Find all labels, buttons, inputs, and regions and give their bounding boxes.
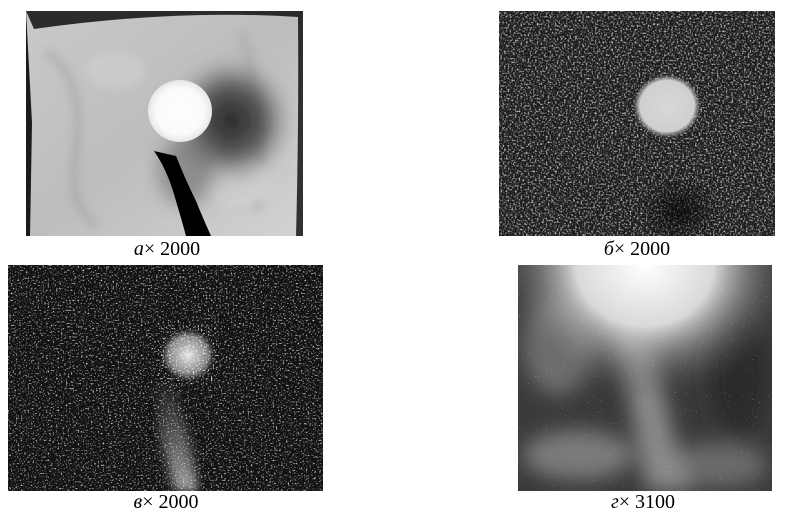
micrograph-a [26,11,303,236]
caption-b: б× 2000 [582,238,692,260]
caption-v: в× 2000 [111,491,221,513]
micrograph-g [518,265,772,491]
micrograph-g-image [518,265,772,491]
caption-a-letter: а [133,238,144,260]
caption-b-magnification: × 2000 [613,238,671,260]
caption-v-letter: в [133,491,143,513]
caption-b-letter: б [603,238,614,260]
micrograph-v [8,265,323,491]
caption-g: г× 3100 [588,491,698,513]
micrograph-a-image [26,11,303,236]
caption-a-magnification: × 2000 [143,238,201,260]
caption-v-magnification: × 2000 [142,491,199,513]
micrograph-b [499,11,775,236]
caption-g-magnification: × 3100 [618,491,676,513]
caption-g-letter: г [610,491,619,513]
micrograph-b-image [499,11,775,236]
caption-a: а× 2000 [112,238,222,260]
micrograph-v-image [8,265,323,491]
